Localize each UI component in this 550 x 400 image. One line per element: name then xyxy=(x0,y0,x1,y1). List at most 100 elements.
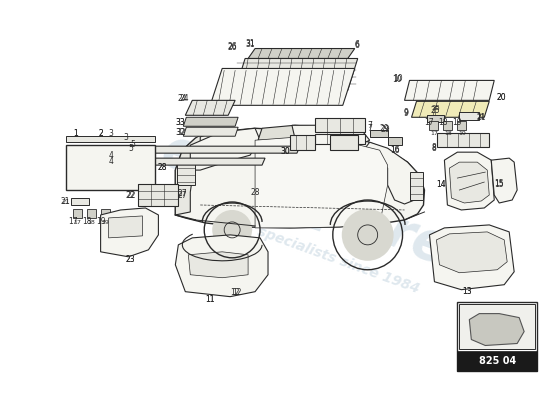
Text: 32: 32 xyxy=(175,128,185,137)
Polygon shape xyxy=(427,115,444,122)
Text: 19: 19 xyxy=(453,118,462,127)
Text: 21: 21 xyxy=(477,114,486,120)
Polygon shape xyxy=(66,145,156,190)
Polygon shape xyxy=(175,235,268,297)
Polygon shape xyxy=(190,128,260,170)
Polygon shape xyxy=(444,152,494,210)
Text: 21: 21 xyxy=(476,113,486,122)
Text: 16: 16 xyxy=(390,145,399,154)
Text: 22: 22 xyxy=(126,190,135,200)
Polygon shape xyxy=(437,232,507,273)
Polygon shape xyxy=(101,208,158,257)
Bar xyxy=(443,121,453,130)
Bar xyxy=(101,209,109,218)
Text: 27: 27 xyxy=(178,188,187,198)
Bar xyxy=(410,172,424,200)
Polygon shape xyxy=(66,136,156,142)
Text: 29: 29 xyxy=(380,124,389,133)
Polygon shape xyxy=(315,118,365,132)
Text: 31: 31 xyxy=(245,39,255,48)
Text: 20: 20 xyxy=(497,93,506,102)
Text: 23: 23 xyxy=(126,255,135,264)
Text: 13: 13 xyxy=(463,287,472,296)
Polygon shape xyxy=(255,137,388,228)
Text: 3: 3 xyxy=(123,133,128,142)
Text: 10: 10 xyxy=(393,74,403,83)
Polygon shape xyxy=(133,146,300,153)
Polygon shape xyxy=(188,252,248,278)
Text: 30: 30 xyxy=(280,147,290,156)
Polygon shape xyxy=(449,162,490,203)
Polygon shape xyxy=(411,101,490,117)
Polygon shape xyxy=(405,80,494,100)
Text: 5: 5 xyxy=(128,144,133,153)
Polygon shape xyxy=(370,130,388,137)
Text: 5: 5 xyxy=(130,140,135,149)
Text: 9: 9 xyxy=(403,109,408,118)
Polygon shape xyxy=(210,68,355,105)
Text: 23: 23 xyxy=(126,255,135,264)
Bar xyxy=(458,121,466,130)
Polygon shape xyxy=(491,158,517,203)
Polygon shape xyxy=(315,134,365,144)
Text: 4: 4 xyxy=(108,157,113,166)
Text: 18: 18 xyxy=(87,220,95,226)
Text: 32: 32 xyxy=(177,128,186,137)
Text: 27: 27 xyxy=(178,190,187,200)
Text: 26: 26 xyxy=(227,42,237,51)
Text: 33: 33 xyxy=(175,118,185,127)
Text: 29: 29 xyxy=(381,125,390,134)
Polygon shape xyxy=(388,137,402,145)
Circle shape xyxy=(212,210,252,250)
Text: 15: 15 xyxy=(494,180,504,188)
Text: 12: 12 xyxy=(230,288,240,297)
Text: 3: 3 xyxy=(108,129,113,138)
Text: 22: 22 xyxy=(126,190,136,200)
Text: 19: 19 xyxy=(458,131,466,136)
Text: 8: 8 xyxy=(431,143,436,152)
Text: 9: 9 xyxy=(403,108,408,117)
Text: 28: 28 xyxy=(158,163,167,172)
Text: 31: 31 xyxy=(245,40,255,49)
Text: 11: 11 xyxy=(206,295,215,304)
Text: 1: 1 xyxy=(73,129,78,138)
Text: 12: 12 xyxy=(233,288,242,297)
Text: 19: 19 xyxy=(96,218,106,226)
Bar xyxy=(458,302,537,372)
Bar xyxy=(87,209,96,218)
Text: 28: 28 xyxy=(158,163,167,172)
Polygon shape xyxy=(185,100,235,115)
Text: a parts specialists since 1984: a parts specialists since 1984 xyxy=(199,204,421,296)
Text: 21: 21 xyxy=(61,198,70,206)
Text: 4: 4 xyxy=(108,151,113,160)
Bar xyxy=(177,163,195,185)
Text: 17: 17 xyxy=(73,220,81,226)
Text: 6: 6 xyxy=(354,41,359,50)
Polygon shape xyxy=(235,58,358,90)
Text: 14: 14 xyxy=(437,180,446,188)
Polygon shape xyxy=(290,135,315,150)
Text: 825 04: 825 04 xyxy=(478,356,516,366)
Polygon shape xyxy=(108,216,142,238)
Polygon shape xyxy=(430,225,514,290)
Text: 16: 16 xyxy=(390,146,399,155)
Text: 24: 24 xyxy=(179,94,189,103)
Text: 25: 25 xyxy=(431,106,440,115)
Bar xyxy=(430,121,438,130)
Bar xyxy=(73,209,81,218)
Circle shape xyxy=(342,209,394,261)
Text: 10: 10 xyxy=(392,75,402,84)
Polygon shape xyxy=(360,142,420,204)
Text: 17: 17 xyxy=(430,131,438,136)
Text: 7: 7 xyxy=(367,121,372,130)
Text: 25: 25 xyxy=(431,105,440,111)
Text: 13: 13 xyxy=(463,287,472,296)
Text: 7: 7 xyxy=(367,124,372,133)
Polygon shape xyxy=(292,125,370,147)
Polygon shape xyxy=(183,117,238,126)
Bar xyxy=(459,304,535,350)
Text: 1: 1 xyxy=(73,129,78,138)
Text: 24: 24 xyxy=(178,94,187,103)
Text: 17: 17 xyxy=(425,118,435,127)
Text: 30: 30 xyxy=(280,147,290,156)
